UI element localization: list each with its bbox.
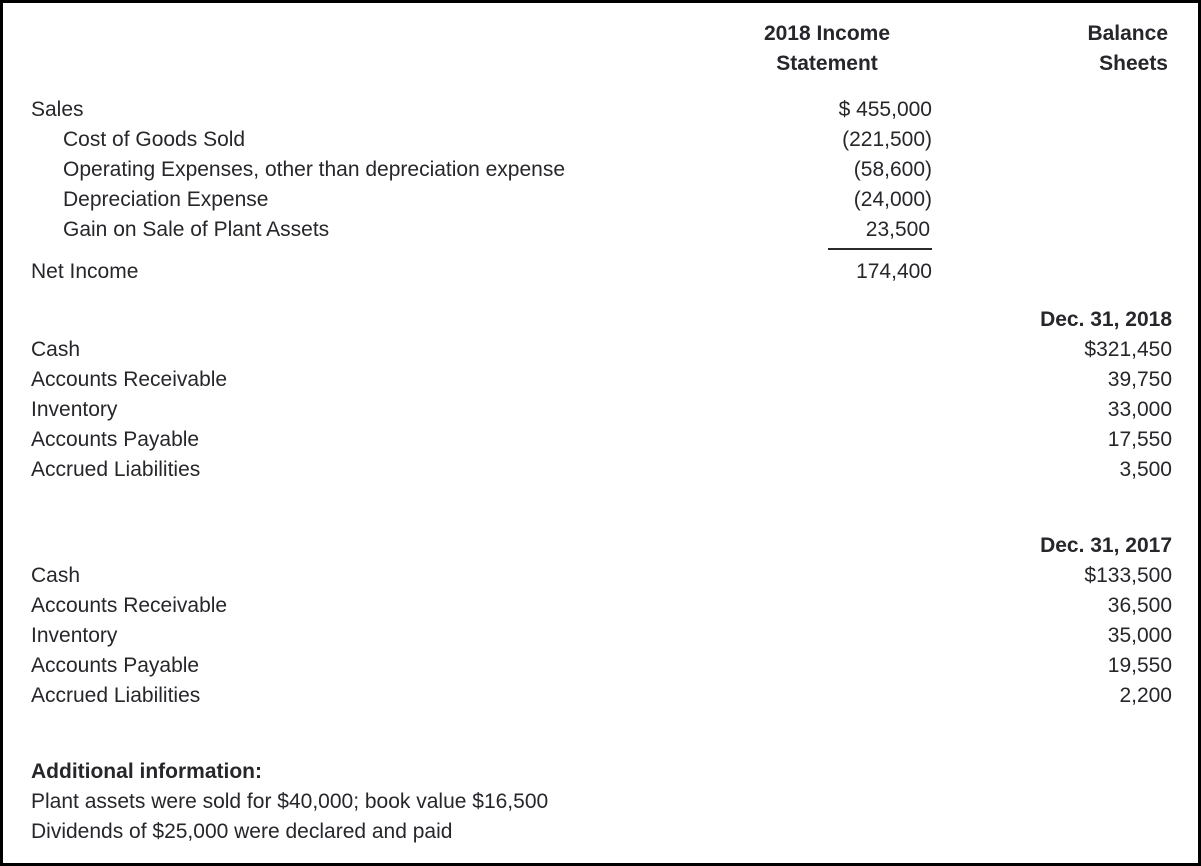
balance-sheets-column-header: Balance Sheets	[932, 19, 1172, 79]
row-amount: 36,500	[1107, 594, 1172, 617]
balance-2017-date-header: Dec. 31, 2017	[1040, 534, 1172, 557]
balance-2017-date-row: Dec. 31, 2017	[31, 531, 1172, 561]
row-label: Sales	[31, 98, 84, 121]
row-amount: (221,500)	[842, 128, 932, 151]
row-label: Cash	[31, 564, 81, 587]
balance-2018-row-cash: Cash $321,450	[31, 335, 1172, 365]
row-label: Accounts Receivable	[31, 368, 228, 391]
additional-information-section: Additional information: Plant assets wer…	[31, 757, 1172, 847]
row-label: Gain on Sale of Plant Assets	[63, 218, 330, 241]
row-label: Operating Expenses, other than depreciat…	[63, 158, 566, 181]
balance-sheet-2017-section: Dec. 31, 2017 Cash $133,500 Accounts Rec…	[31, 531, 1172, 711]
balance-2018-row-accrued-liabilities: Accrued Liabilities 3,500	[31, 455, 1172, 485]
balance-2018-row-accounts-receivable: Accounts Receivable 39,750	[31, 365, 1172, 395]
income-row-depreciation: Depreciation Expense (24,000)	[31, 185, 1172, 215]
balance-header-line1: Balance	[1087, 22, 1168, 45]
balance-2017-row-inventory: Inventory 35,000	[31, 621, 1172, 651]
row-amount: 35,000	[1107, 624, 1172, 647]
row-label: Accounts Payable	[31, 654, 200, 677]
income-row-sales: Sales $ 455,000	[31, 95, 1172, 125]
row-amount: 174,400	[856, 260, 932, 283]
row-amount: 3,500	[1119, 458, 1172, 481]
balance-2017-row-accounts-receivable: Accounts Receivable 36,500	[31, 591, 1172, 621]
balance-2018-date-row: Dec. 31, 2018	[31, 305, 1172, 335]
income-row-operating-expenses: Operating Expenses, other than depreciat…	[31, 155, 1172, 185]
row-label: Depreciation Expense	[63, 188, 269, 211]
row-amount: (58,600)	[853, 158, 932, 181]
balance-2017-row-accrued-liabilities: Accrued Liabilities 2,200	[31, 681, 1172, 711]
balance-2017-row-accounts-payable: Accounts Payable 19,550	[31, 651, 1172, 681]
row-amount: 17,550	[1107, 428, 1172, 451]
row-amount: $321,450	[1084, 338, 1172, 361]
income-statement-section: Sales $ 455,000 Cost of Goods Sold (221,…	[31, 95, 1172, 287]
subtotal-underline-amount: 23,500	[827, 215, 932, 250]
balance-2018-row-accounts-payable: Accounts Payable 17,550	[31, 425, 1172, 455]
income-row-gain-on-sale: Gain on Sale of Plant Assets 23,500	[31, 215, 1172, 250]
balance-sheet-2018-section: Dec. 31, 2018 Cash $321,450 Accounts Rec…	[31, 305, 1172, 485]
income-header-line1: 2018 Income	[763, 22, 891, 45]
row-label: Cost of Goods Sold	[63, 128, 246, 151]
row-amount: 2,200	[1119, 684, 1172, 707]
balance-2018-row-inventory: Inventory 33,000	[31, 395, 1172, 425]
income-row-cogs: Cost of Goods Sold (221,500)	[31, 125, 1172, 155]
row-amount: 39,750	[1107, 368, 1172, 391]
balance-header-line2: Sheets	[1099, 52, 1168, 75]
additional-information-line-dividends: Dividends of $25,000 were declared and p…	[31, 820, 453, 843]
balance-2017-row-cash: Cash $133,500	[31, 561, 1172, 591]
row-label: Cash	[31, 338, 81, 361]
row-label: Net Income	[31, 260, 139, 283]
row-amount: 19,550	[1107, 654, 1172, 677]
row-label: Accounts Payable	[31, 428, 200, 451]
row-amount: $133,500	[1084, 564, 1172, 587]
balance-2018-date-header: Dec. 31, 2018	[1040, 308, 1172, 331]
income-row-net-income: Net Income 174,400	[31, 257, 1172, 287]
column-headers: 2018 Income Statement Balance Sheets	[31, 19, 1172, 79]
row-label: Accrued Liabilities	[31, 684, 201, 707]
row-amount: $ 455,000	[838, 98, 932, 121]
row-label: Inventory	[31, 398, 118, 421]
income-header-line2: Statement	[776, 52, 878, 75]
row-label: Accrued Liabilities	[31, 458, 201, 481]
row-label: Inventory	[31, 624, 118, 647]
additional-information-line-plant-assets: Plant assets were sold for $40,000; book…	[31, 790, 549, 813]
income-statement-column-header: 2018 Income Statement	[722, 19, 932, 79]
row-amount: (24,000)	[853, 188, 932, 211]
row-label: Accounts Receivable	[31, 594, 228, 617]
row-amount: 33,000	[1107, 398, 1172, 421]
row-amount: 23,500	[722, 215, 932, 250]
additional-information-heading: Additional information:	[31, 760, 262, 783]
